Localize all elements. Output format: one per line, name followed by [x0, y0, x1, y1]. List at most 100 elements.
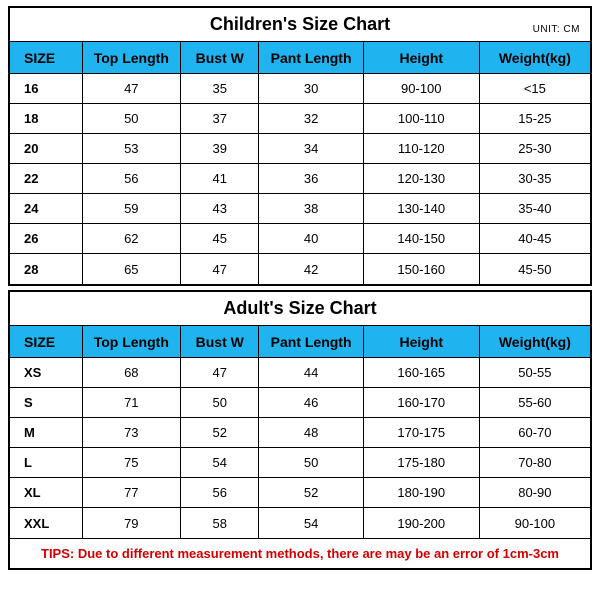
value-cell: <15 [480, 74, 590, 103]
value-cell: 56 [83, 164, 182, 193]
col-bust-w: Bust W [181, 326, 259, 357]
col-pant-length: Pant Length [259, 326, 363, 357]
col-top-length: Top Length [83, 326, 182, 357]
value-cell: 56 [181, 478, 259, 507]
value-cell: 180-190 [364, 478, 480, 507]
value-cell: 65 [83, 254, 182, 284]
value-cell: 150-160 [364, 254, 480, 284]
value-cell: 52 [259, 478, 363, 507]
children-title: Children's Size Chart [210, 14, 390, 35]
value-cell: 53 [83, 134, 182, 163]
adult-title: Adult's Size Chart [223, 298, 376, 319]
value-cell: 80-90 [480, 478, 590, 507]
value-cell: 37 [181, 104, 259, 133]
size-cell: XS [10, 358, 83, 387]
col-height: Height [364, 326, 480, 357]
value-cell: 90-100 [480, 508, 590, 538]
value-cell: 77 [83, 478, 182, 507]
table-row: L755450175-18070-80 [10, 448, 590, 478]
value-cell: 79 [83, 508, 182, 538]
value-cell: 35 [181, 74, 259, 103]
value-cell: 30-35 [480, 164, 590, 193]
value-cell: 190-200 [364, 508, 480, 538]
size-chart-page: Children's Size Chart UNIT: CM SIZE Top … [0, 0, 600, 600]
size-cell: 20 [10, 134, 83, 163]
col-pant-length: Pant Length [259, 42, 363, 73]
value-cell: 30 [259, 74, 363, 103]
value-cell: 170-175 [364, 418, 480, 447]
value-cell: 54 [259, 508, 363, 538]
value-cell: 52 [181, 418, 259, 447]
value-cell: 36 [259, 164, 363, 193]
value-cell: 50 [259, 448, 363, 477]
children-table-body: 1647353090-100<1518503732100-11015-25205… [10, 74, 590, 284]
value-cell: 50 [83, 104, 182, 133]
value-cell: 68 [83, 358, 182, 387]
value-cell: 59 [83, 194, 182, 223]
adult-table-body: XS684744160-16550-55S715046160-17055-60M… [10, 358, 590, 538]
adult-size-chart: Adult's Size Chart SIZE Top Length Bust … [8, 290, 592, 570]
size-cell: XL [10, 478, 83, 507]
table-row: 1647353090-100<15 [10, 74, 590, 104]
size-cell: S [10, 388, 83, 417]
table-row: 18503732100-11015-25 [10, 104, 590, 134]
value-cell: 47 [83, 74, 182, 103]
value-cell: 47 [181, 254, 259, 284]
value-cell: 58 [181, 508, 259, 538]
size-cell: 16 [10, 74, 83, 103]
value-cell: 50-55 [480, 358, 590, 387]
table-row: 26624540140-15040-45 [10, 224, 590, 254]
children-title-row: Children's Size Chart UNIT: CM [10, 8, 590, 42]
value-cell: 15-25 [480, 104, 590, 133]
value-cell: 42 [259, 254, 363, 284]
table-row: XL775652180-19080-90 [10, 478, 590, 508]
value-cell: 140-150 [364, 224, 480, 253]
value-cell: 71 [83, 388, 182, 417]
value-cell: 35-40 [480, 194, 590, 223]
value-cell: 100-110 [364, 104, 480, 133]
value-cell: 41 [181, 164, 259, 193]
value-cell: 25-30 [480, 134, 590, 163]
adult-title-row: Adult's Size Chart [10, 292, 590, 326]
value-cell: 40 [259, 224, 363, 253]
adult-header-row: SIZE Top Length Bust W Pant Length Heigh… [10, 326, 590, 358]
tips-text: TIPS: Due to different measurement metho… [41, 546, 559, 561]
col-top-length: Top Length [83, 42, 182, 73]
table-row: 28654742150-16045-50 [10, 254, 590, 284]
size-cell: XXL [10, 508, 83, 538]
size-cell: 24 [10, 194, 83, 223]
size-cell: M [10, 418, 83, 447]
size-cell: L [10, 448, 83, 477]
col-size: SIZE [10, 326, 83, 357]
value-cell: 73 [83, 418, 182, 447]
table-row: M735248170-17560-70 [10, 418, 590, 448]
col-bust-w: Bust W [181, 42, 259, 73]
value-cell: 62 [83, 224, 182, 253]
value-cell: 90-100 [364, 74, 480, 103]
value-cell: 60-70 [480, 418, 590, 447]
value-cell: 175-180 [364, 448, 480, 477]
value-cell: 110-120 [364, 134, 480, 163]
value-cell: 55-60 [480, 388, 590, 417]
table-row: 22564136120-13030-35 [10, 164, 590, 194]
table-row: S715046160-17055-60 [10, 388, 590, 418]
children-header-row: SIZE Top Length Bust W Pant Length Heigh… [10, 42, 590, 74]
value-cell: 130-140 [364, 194, 480, 223]
size-cell: 26 [10, 224, 83, 253]
value-cell: 40-45 [480, 224, 590, 253]
value-cell: 120-130 [364, 164, 480, 193]
value-cell: 54 [181, 448, 259, 477]
size-cell: 28 [10, 254, 83, 284]
value-cell: 34 [259, 134, 363, 163]
value-cell: 32 [259, 104, 363, 133]
table-row: XXL795854190-20090-100 [10, 508, 590, 538]
value-cell: 160-170 [364, 388, 480, 417]
unit-label: UNIT: CM [533, 24, 580, 35]
value-cell: 75 [83, 448, 182, 477]
value-cell: 46 [259, 388, 363, 417]
table-row: XS684744160-16550-55 [10, 358, 590, 388]
tips-row: TIPS: Due to different measurement metho… [10, 538, 590, 568]
value-cell: 50 [181, 388, 259, 417]
col-height: Height [364, 42, 480, 73]
value-cell: 38 [259, 194, 363, 223]
